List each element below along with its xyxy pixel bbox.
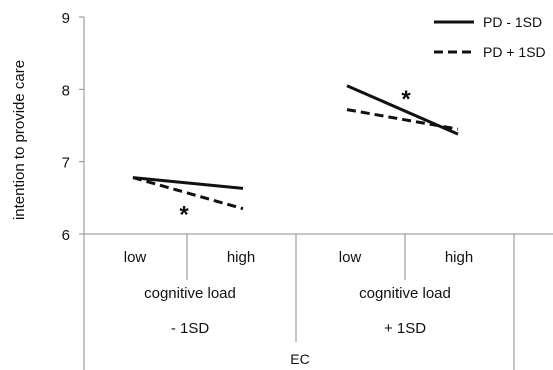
x-outer-label-ec: EC	[290, 351, 309, 367]
series-group	[132, 84, 459, 211]
y-tick-label: 6	[62, 227, 70, 244]
series-line-pd-plus-1sd-group-0	[132, 176, 244, 211]
x-group-label-ec-plus: + 1SD	[384, 320, 426, 337]
significance-asterisk: *	[179, 202, 189, 229]
y-tick-label: 8	[62, 82, 70, 99]
y-tick-group: 6 7 8 9	[62, 10, 84, 244]
y-tick-label: 9	[62, 10, 70, 27]
y-tick-label: 7	[62, 155, 70, 172]
series-line-pd-plus-1sd-group-1	[346, 108, 459, 131]
annotation-group: **	[179, 86, 411, 229]
x-label-low-2: low	[339, 249, 362, 266]
series-line-pd-minus-1sd-group-1	[346, 84, 459, 136]
series-line-pd-minus-1sd-group-0	[132, 176, 244, 190]
legend-label-pd-plus-1sd: PD + 1SD	[483, 44, 546, 60]
legend: PD - 1SD PD + 1SD	[434, 14, 546, 60]
x-label-high-1: high	[227, 249, 255, 266]
x-label-high-2: high	[445, 249, 473, 266]
y-axis-label: intention to provide care	[11, 60, 28, 220]
significance-asterisk: *	[401, 86, 411, 113]
x-group-label-ec-minus: - 1SD	[171, 320, 210, 337]
x-label-low-1: low	[124, 249, 147, 266]
x-group-label-cognitive-load-2: cognitive load	[359, 285, 451, 302]
legend-label-pd-minus-1sd: PD - 1SD	[483, 14, 542, 30]
x-group-label-cognitive-load-1: cognitive load	[144, 285, 236, 302]
